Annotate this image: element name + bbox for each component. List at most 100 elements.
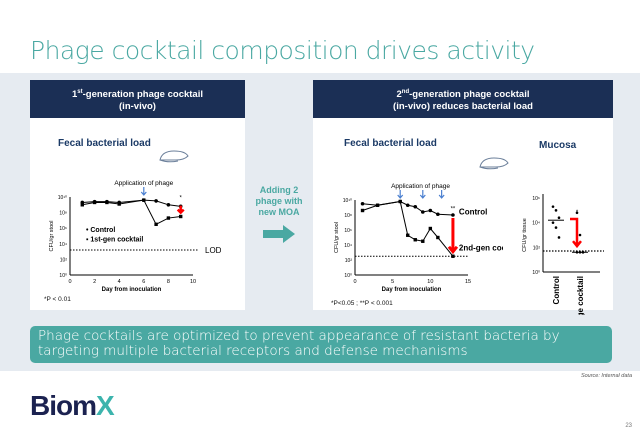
phage-arrow-icon [397, 190, 404, 199]
phage-annotation: Application of phage [114, 180, 173, 187]
note-line: phage with [255, 196, 303, 206]
header-text: -generation phage cocktail [82, 89, 203, 101]
source-note: Source: Internal data [580, 373, 632, 379]
data-point [578, 233, 582, 237]
first-gen-fecal-chart: 10⁰ 10² 10⁴ 10⁶ 10⁸ 10¹⁰ 0 2 4 6 8 10 Day from inocu… [49, 180, 222, 293]
y-axis-label: CFU/gr tissue [522, 218, 528, 252]
data-point [428, 226, 433, 231]
data-point [154, 199, 158, 203]
data-point [413, 238, 417, 242]
data-point [166, 216, 171, 220]
x-tick-label: 2 [93, 279, 96, 285]
phage-arrow-icon [438, 190, 445, 199]
y-tick-label: 10⁴ [344, 243, 352, 249]
key-message-banner: Phage cocktails are optimized to prevent… [30, 326, 612, 363]
biomx-logo: BiomX [30, 390, 115, 422]
y-tick-label: 10⁴ [59, 242, 67, 248]
page-title: Phage cocktail composition drives activi… [30, 36, 535, 65]
data-point [557, 236, 561, 239]
y-tick-label: 10⁶ [532, 196, 540, 202]
data-point [179, 214, 183, 219]
data-point [421, 239, 425, 243]
y-tick-label: 10⁰ [59, 273, 67, 279]
series-line [82, 199, 181, 225]
x-axis-label: Day from inoculation [382, 287, 442, 293]
y-tick-label: 10⁰ [532, 270, 540, 276]
data-point [166, 203, 171, 207]
y-tick-label: 10¹⁰ [343, 198, 352, 204]
y-tick-label: 10² [60, 257, 68, 263]
mouse-icon [159, 150, 189, 163]
x-tick-label: 5 [391, 279, 394, 285]
header-text: 1 [71, 89, 78, 101]
series-label-control: Control [459, 207, 487, 216]
x-tick-label: 10 [190, 279, 196, 285]
chart-subtitle: Fecal bacterial load [58, 138, 151, 149]
header-sup: st [77, 89, 83, 95]
page-number: 23 [625, 423, 632, 429]
right-arrow-icon [263, 225, 295, 243]
data-point [421, 210, 425, 214]
y-tick-label: 10¹⁰ [58, 195, 67, 201]
y-axis-label: CFU/gr stool [49, 221, 55, 252]
data-point [142, 198, 146, 202]
header-text: -generation phage cocktail [409, 89, 530, 101]
data-point [551, 205, 555, 208]
x-tick-label: 0 [68, 279, 71, 285]
second-gen-fecal-chart: 10⁰ 10² 10⁴ 10⁶ 10⁸ 10¹⁰ 0 5 10 15 Day from inocul… [334, 183, 503, 293]
header-text: (in-vivo) [119, 101, 156, 113]
y-tick-label: 10⁸ [344, 213, 352, 219]
data-point [375, 203, 380, 207]
x-tick-label: 10 [427, 279, 433, 285]
data-point [92, 200, 97, 205]
header-text: 2 [396, 89, 402, 101]
mucosa-chart: 10⁰ 10² 10⁴ 10⁶ CFU/gr tissue Control Phage co… [522, 194, 604, 315]
logo-text: Biom [30, 390, 97, 421]
legend-control: • Control [86, 227, 115, 234]
data-point [105, 200, 109, 205]
mucosa-subtitle: Mucosa [539, 140, 577, 151]
note-line: new MOA [258, 207, 300, 217]
second-gen-header: 2nd-generation phage cocktail (in-vivo) … [313, 80, 613, 118]
x-tick-label: 6 [142, 279, 145, 285]
significance-mark: ** [451, 207, 456, 213]
first-gen-card: 1st-generation phage cocktail (in-vivo) … [30, 80, 245, 310]
data-point [451, 213, 455, 217]
y-tick-label: 10⁶ [344, 228, 352, 234]
legend-cocktail: ▪ 1st-gen cocktail [86, 236, 143, 243]
reduction-arrow-icon [570, 217, 582, 249]
significance-mark: * [180, 195, 183, 201]
first-gen-header: 1st-generation phage cocktail (in-vivo) [30, 80, 245, 118]
header-sup: nd [401, 89, 410, 95]
significance-mark: * [576, 210, 579, 216]
footnote: *P < 0.01 [44, 296, 71, 303]
y-tick-label: 10⁴ [532, 221, 540, 227]
footnote: *P<0.05 ; **P < 0.001 [331, 300, 393, 307]
data-point [360, 208, 365, 213]
reduction-arrow-icon [176, 205, 185, 215]
data-point [436, 235, 440, 240]
x-tick-label: 0 [353, 279, 356, 285]
data-point [80, 203, 84, 207]
category-label: Phage cocktail [576, 276, 585, 315]
y-axis-label: CFU/gr stool [334, 222, 340, 253]
series-line [82, 199, 181, 207]
data-point [451, 254, 455, 258]
logo-accent: X [96, 390, 115, 421]
data-point [154, 222, 158, 226]
lod-label: LOD [205, 246, 222, 255]
adding-phage-note: Adding 2 phage with new MOA [245, 185, 313, 247]
series-line [362, 200, 454, 257]
data-point [554, 209, 558, 212]
data-point [554, 226, 558, 229]
chart-subtitle: Fecal bacterial load [344, 138, 437, 149]
x-tick-label: 8 [167, 279, 170, 285]
data-point [436, 212, 440, 217]
reduction-arrow-icon [447, 218, 459, 255]
data-point [406, 233, 410, 237]
y-tick-label: 10² [533, 245, 541, 251]
data-point [557, 216, 561, 220]
header-text: (in-vivo) reduces bacterial load [393, 101, 533, 113]
data-point [398, 199, 402, 204]
mouse-icon [479, 157, 509, 170]
